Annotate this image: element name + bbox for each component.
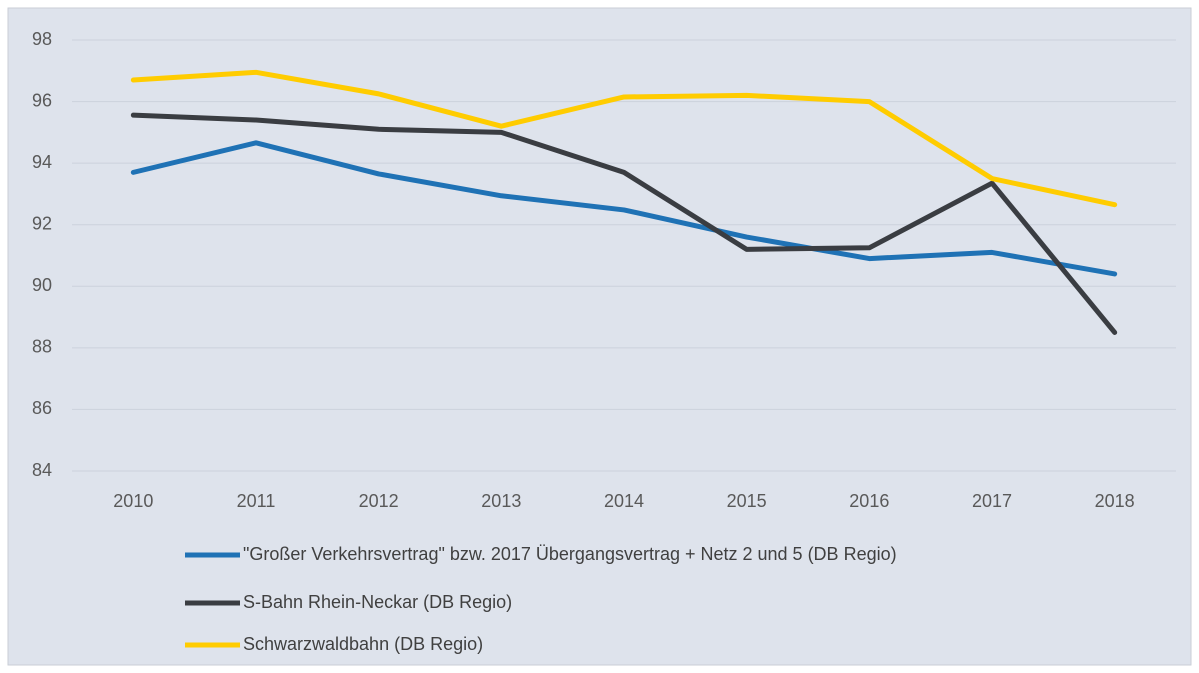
y-tick-label: 84 (32, 460, 52, 480)
y-tick-label: 90 (32, 275, 52, 295)
x-tick-label: 2015 (727, 491, 767, 511)
x-tick-label: 2014 (604, 491, 644, 511)
legend-label: S-Bahn Rhein-Neckar (DB Regio) (243, 592, 512, 612)
y-tick-label: 98 (32, 29, 52, 49)
x-tick-label: 2013 (481, 491, 521, 511)
y-tick-label: 86 (32, 398, 52, 418)
series-line (130, 112, 1118, 335)
x-tick-label: 2012 (359, 491, 399, 511)
y-tick-label: 92 (32, 213, 52, 233)
y-tick-label: 96 (32, 90, 52, 110)
series-line (130, 69, 1118, 208)
x-tick-label: 2016 (849, 491, 889, 511)
series-line (130, 140, 1118, 277)
x-tick-label: 2018 (1095, 491, 1135, 511)
legend-label: Schwarzwaldbahn (DB Regio) (243, 634, 483, 654)
legend-label: "Großer Verkehrsvertrag" bzw. 2017 Überg… (243, 544, 897, 564)
y-tick-label: 94 (32, 152, 52, 172)
x-tick-label: 2010 (113, 491, 153, 511)
y-tick-label: 88 (32, 337, 52, 357)
chart-background (7, 7, 1192, 666)
x-tick-label: 2017 (972, 491, 1012, 511)
x-tick-label: 2011 (237, 491, 276, 511)
